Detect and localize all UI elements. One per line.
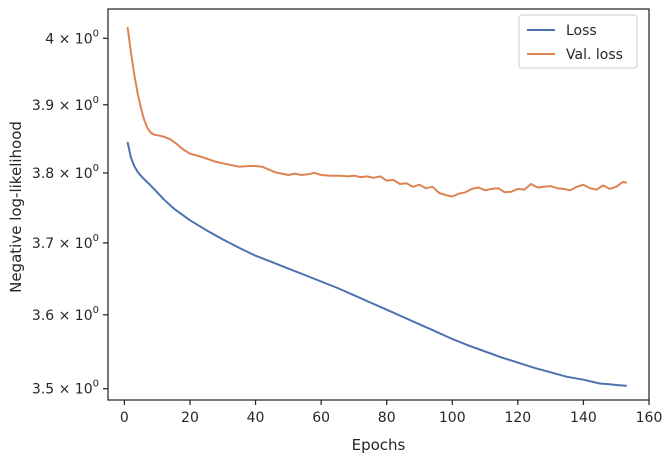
y-tick-label: 3.7 × 100 [32,233,99,252]
y-tick-label: 4 × 100 [45,28,99,47]
x-tick-label: 80 [378,410,396,426]
x-tick-label: 140 [570,410,597,426]
y-tick-label: 3.9 × 100 [32,95,99,114]
plot-area [108,9,649,400]
y-tick-label: 3.6 × 100 [32,305,99,324]
y-tick-label: 3.8 × 100 [32,163,99,182]
series-line-val-loss [126,26,627,198]
x-tick-label: 60 [312,410,330,426]
y-tick-label: 3.5 × 100 [32,379,99,398]
x-tick-label: 160 [636,410,663,426]
legend-label: Loss [566,23,597,39]
y-axis-label: Negative log-likelihood [7,121,25,293]
x-tick-label: 0 [120,410,129,426]
x-tick-label: 100 [439,410,466,426]
series-lines [126,26,627,387]
legend-label: Val. loss [566,47,623,63]
x-axis-ticks: 0 20 40 60 80 100 120 140 160 [120,400,662,426]
x-tick-label: 20 [181,410,199,426]
x-tick-label: 40 [247,410,265,426]
x-tick-label: 120 [504,410,531,426]
legend: Loss Val. loss [518,14,638,69]
x-axis-label: Epochs [352,436,406,454]
series-line-loss [126,141,627,387]
y-axis-ticks: 3.5 × 100 3.6 × 100 3.7 × 100 3.8 × 100 3.9 … [32,28,108,398]
plot-frame [107,8,650,401]
